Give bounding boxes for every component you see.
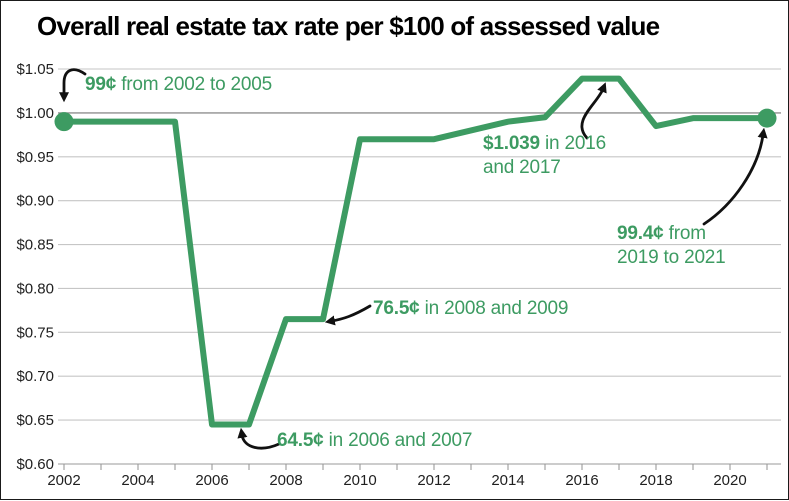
y-axis-label: $0.60 [16, 456, 54, 473]
y-axis-label: $1.00 [16, 105, 54, 122]
annotation-value: 76.5¢ [373, 298, 420, 319]
annotation-text: from 2002 to 2005 [116, 74, 273, 95]
arrow-to-2016-point [580, 82, 607, 140]
arrow-to-2007-point [237, 427, 281, 450]
x-axis-label: 2002 [47, 472, 80, 489]
annotation-text: in 2006 and 2007 [323, 430, 473, 451]
y-axis-label: $0.80 [16, 280, 54, 297]
annotation-1-039-2016-2017: $1.039 in 2016 and 2017 [483, 132, 606, 180]
x-axis-label: 2010 [343, 472, 376, 489]
annotation-line-1: $1.039 in 2016 [483, 132, 606, 156]
x-axis-label: 2006 [195, 472, 228, 489]
x-axis-label: 2014 [491, 472, 524, 489]
annotation-value: $1.039 [483, 133, 540, 154]
annotation-line-2: 2019 to 2021 [617, 247, 726, 268]
tax-rate-line [64, 75, 767, 428]
annotation-value: 99¢ [85, 74, 117, 95]
annotation-arrows [58, 68, 768, 450]
annotation-line-1: 99.4¢ from [617, 222, 726, 246]
chart-title: Overall real estate tax rate per $100 of… [37, 11, 660, 41]
annotation-text: from [663, 223, 706, 244]
x-axis-label: 2018 [639, 472, 672, 489]
y-axis-label: $0.95 [16, 149, 54, 166]
y-axis-label: $0.85 [16, 237, 54, 254]
data-point-2002 [54, 112, 74, 132]
y-axis-label: $1.05 [16, 61, 54, 78]
y-axis-label: $0.75 [16, 324, 54, 341]
annotation-text: in 2008 and 2009 [419, 298, 569, 319]
annotation-64-5c-2006-2007: 64.5¢ in 2006 and 2007 [277, 429, 472, 453]
data-point-2021 [757, 108, 777, 128]
x-axis-label: 2008 [269, 472, 302, 489]
y-axis-label: $0.65 [16, 412, 54, 429]
annotation-value: 64.5¢ [277, 430, 324, 451]
y-axis-label: $0.70 [16, 368, 54, 385]
x-axis-label: 2016 [565, 472, 598, 489]
annotation-76-5c-2008-2009: 76.5¢ in 2008 and 2009 [373, 297, 568, 321]
y-axis-label: $0.90 [16, 193, 54, 210]
chart-generated-layer: $1.05 $1.00 $0.95 $0.90 $0.85 $0.80 $0.75 $0.70… [16, 61, 781, 489]
arrow-to-2021-point [702, 127, 768, 226]
annotation-99c-2002-2005: 99¢ from 2002 to 2005 [85, 73, 272, 97]
x-axis-label: 2004 [121, 472, 154, 489]
annotation-text: in 2016 [539, 133, 606, 154]
x-axis-label: 2020 [713, 472, 746, 489]
annotation-99-4c-2019-2021: 99.4¢ from 2019 to 2021 [617, 222, 726, 270]
annotation-value: 99.4¢ [617, 223, 664, 244]
x-axis-label: 2012 [417, 472, 450, 489]
arrow-to-2002-point [58, 68, 87, 103]
annotation-line-2: and 2017 [483, 157, 561, 178]
arrow-to-2009-point [324, 304, 372, 326]
